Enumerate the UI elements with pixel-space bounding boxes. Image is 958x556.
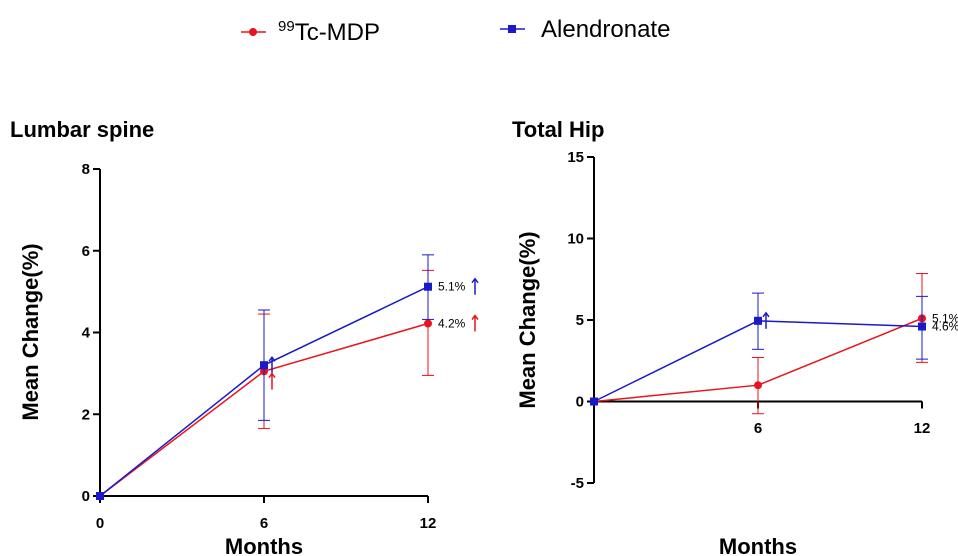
x-tick-label-hip: 6 — [754, 420, 762, 437]
data-point-alendronate-hip — [754, 316, 762, 325]
legend-item-alendronate: Alendronate — [500, 16, 670, 43]
x-axis-label-lumbar: Months — [225, 534, 303, 556]
chart-title-lumbar: Lumbar spine — [10, 117, 154, 142]
annotation-label-hip: 4.6% — [932, 320, 958, 334]
data-point-alendronate-lumbar — [424, 282, 432, 291]
legend-marker-tc-mdp — [249, 28, 257, 36]
up-arrow-head — [762, 311, 770, 318]
panel-lumbar: Lumbar spine 0 2 4 6 8 0 6 12 Mean Change(%) Month… — [10, 117, 479, 556]
y-tick-label-hip: 0 — [576, 394, 584, 411]
up-arrow-icon — [471, 314, 479, 332]
up-arrow-icon — [268, 355, 276, 374]
data-point-alendronate-lumbar — [96, 492, 104, 500]
y-tick-label-hip: 5 — [576, 312, 584, 329]
x-axis-label-hip: Months — [719, 534, 797, 556]
up-arrow-head — [268, 372, 276, 378]
up-arrow-icon — [762, 311, 770, 329]
x-tick-label-lumbar: 0 — [96, 515, 104, 532]
x-tick-label-lumbar: 6 — [260, 515, 268, 532]
legend-label-tc-mdp: 99Tc-MDP — [278, 18, 380, 46]
legend-item-tc-mdp: 99Tc-MDP — [241, 18, 380, 46]
panel-hip: Total Hip -5 0 5 10 15 6 12 Mean Change(%) Months… — [512, 117, 958, 556]
annotation-label-lumbar: 5.1% — [438, 280, 466, 294]
data-point-alendronate-hip — [590, 397, 598, 406]
legend-label-alendronate: Alendronate — [541, 16, 670, 43]
up-arrow-head — [268, 355, 276, 362]
series-tc-mdp-hip — [590, 273, 928, 415]
annotation-label-hip: 5.1% — [932, 311, 958, 325]
series-alendronate-hip — [590, 292, 928, 406]
y-axis-label-lumbar: Mean Change(%) — [18, 243, 43, 420]
legend-sup-tc-mdp: 99 — [278, 18, 295, 35]
x-tick-label-lumbar: 12 — [420, 515, 437, 532]
data-point-alendronate-lumbar — [260, 361, 268, 370]
up-arrow-icon — [268, 372, 276, 390]
y-tick-label-hip: 15 — [567, 149, 584, 166]
y-tick-label-lumbar: 6 — [82, 243, 90, 260]
x-tick-label-hip: 12 — [914, 420, 931, 437]
y-axis-label-hip: Mean Change(%) — [515, 231, 540, 408]
series-tc-mdp-lumbar — [96, 269, 434, 500]
data-point-tc-mdp-hip — [754, 381, 762, 390]
chart-title-hip: Total Hip — [512, 117, 604, 142]
up-arrow-head — [471, 277, 479, 284]
data-point-alendronate-hip — [918, 322, 926, 331]
y-tick-label-lumbar: 8 — [82, 161, 90, 178]
y-tick-label-hip: 10 — [567, 231, 584, 248]
y-tick-label-hip: -5 — [571, 475, 584, 492]
legend-marker-alendronate — [508, 25, 516, 33]
up-arrow-icon — [471, 277, 479, 295]
data-point-tc-mdp-lumbar — [424, 319, 432, 328]
legend: 99Tc-MDP Alendronate — [241, 16, 670, 46]
annotation-label-lumbar: 4.2% — [438, 317, 466, 331]
legend-text-tc-mdp: Tc-MDP — [295, 19, 380, 46]
up-arrow-head — [471, 314, 479, 320]
y-tick-label-lumbar: 0 — [82, 488, 90, 505]
y-tick-label-lumbar: 4 — [82, 325, 91, 342]
y-tick-label-lumbar: 2 — [82, 406, 90, 423]
series-alendronate-lumbar — [96, 254, 434, 500]
